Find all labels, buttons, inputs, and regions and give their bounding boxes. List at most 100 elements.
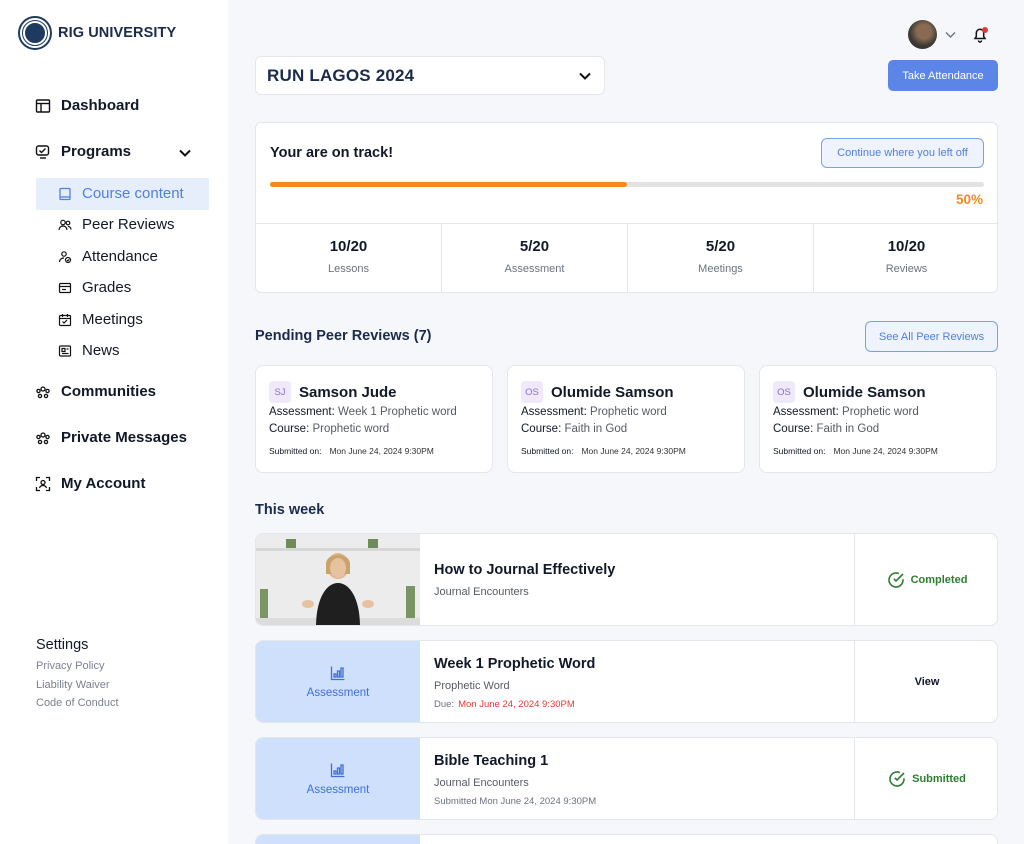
sidebar-item-programs[interactable]: Programs [35, 143, 131, 160]
messages-icon [36, 431, 50, 444]
review-card[interactable]: OS Olumide Samson Assessment: Prophetic … [759, 365, 997, 473]
progress-bar [270, 182, 984, 187]
video-thumbnail[interactable] [256, 534, 420, 625]
sidebar-item-attendance[interactable]: Attendance [58, 248, 158, 265]
initials-avatar: SJ [269, 381, 291, 403]
sidebar-item-label: Attendance [82, 248, 158, 265]
sidebar-item-my-account[interactable]: My Account [35, 475, 145, 492]
sidebar-item-peer-reviews[interactable]: Peer Reviews [58, 216, 175, 233]
university-logo [18, 16, 52, 50]
settings-title[interactable]: Settings [36, 637, 89, 653]
sidebar-item-news[interactable]: News [58, 342, 120, 359]
sidebar-item-label: Communities [61, 383, 157, 400]
stat-value: 5/20 [705, 238, 736, 255]
assessment-line: Assessment: Week 1 Prophetic word [269, 406, 457, 418]
stat-label: Reviews [885, 263, 928, 275]
stat-label: Lessons [328, 263, 369, 275]
status-badge: Completed [910, 573, 968, 586]
sidebar-item-label: Private Messages [61, 429, 187, 446]
initials-avatar: OS [773, 381, 795, 403]
sidebar-item-grades[interactable]: Grades [58, 279, 131, 296]
track-title: Your are on track! [270, 145, 394, 161]
chevron-down-icon[interactable] [944, 28, 957, 41]
week-item[interactable]: Assessment Week 1 Prophetic Word Prophet… [255, 640, 998, 723]
item-subtitle: Journal Encounters [434, 586, 529, 598]
course-line: Course: Prophetic word [269, 423, 390, 435]
sidebar-item-label: Grades [82, 279, 132, 296]
account-icon [35, 476, 51, 491]
assessment-icon [330, 666, 345, 680]
active-highlight [36, 178, 209, 210]
book-icon [59, 187, 71, 200]
view-button[interactable]: View [914, 675, 940, 688]
week-item[interactable]: Assessment Bible Teaching 1 Journal Enco… [255, 737, 998, 820]
brand[interactable]: RIG UNIVERSITY [18, 16, 176, 50]
program-select-value: RUN LAGOS 2024 [267, 65, 415, 85]
grades-icon [58, 282, 72, 293]
initials-avatar: OS [521, 381, 543, 403]
submitted-line: Submitted on: Mon June 24, 2024 9:30PM [773, 446, 938, 456]
week-item[interactable]: How to Journal Effectively Journal Encou… [255, 533, 998, 626]
sidebar-item-private-messages[interactable]: Private Messages [35, 429, 187, 446]
liability-waiver-link[interactable]: Liability Waiver [36, 679, 110, 691]
attendance-icon [58, 250, 72, 263]
assessment-tile: Assessment [256, 641, 420, 722]
news-icon [58, 344, 72, 357]
assessment-line: Assessment: Prophetic word [773, 406, 919, 418]
bell-icon[interactable] [972, 26, 988, 43]
sidebar: RIG UNIVERSITY Dashboard Programs Course… [0, 0, 228, 844]
assessment-label: Assessment [306, 783, 370, 796]
submitted-line: Submitted on: Mon June 24, 2024 9:30PM [269, 446, 434, 456]
programs-icon [35, 144, 50, 159]
reviewer-name: Samson Jude [299, 383, 397, 401]
item-subtitle: Journal Encounters [434, 777, 529, 789]
this-week-title: This week [255, 502, 325, 518]
pending-reviews-title: Pending Peer Reviews (7) [255, 328, 432, 344]
see-all-peer-reviews-button[interactable]: See All Peer Reviews [865, 321, 998, 352]
review-card[interactable]: SJ Samson Jude Assessment: Week 1 Prophe… [255, 365, 493, 473]
view-cell[interactable]: View [854, 641, 997, 722]
continue-button[interactable]: Continue where you left off [821, 138, 984, 168]
submitted-line: Submitted on: Mon June 24, 2024 9:30PM [521, 446, 686, 456]
sidebar-item-label: Peer Reviews [82, 216, 175, 233]
progress-fill [270, 182, 627, 187]
status-cell: Submitted [854, 738, 997, 819]
privacy-policy-link[interactable]: Privacy Policy [36, 660, 105, 672]
item-subtitle: Prophetic Word [434, 680, 510, 692]
stats-row: 10/20 Lessons 5/20 Assessment 5/20 Meeti… [256, 223, 997, 292]
notification-dot [982, 27, 988, 33]
dashboard-icon [35, 98, 51, 113]
assessment-line: Assessment: Prophetic word [521, 406, 667, 418]
submitted-date: Submitted Mon June 24, 2024 9:30PM [434, 796, 597, 807]
avatar[interactable] [908, 20, 937, 49]
users-icon [58, 219, 72, 230]
stat-label: Assessment [504, 263, 565, 275]
review-card[interactable]: OS Olumide Samson Assessment: Prophetic … [507, 365, 745, 473]
stat-value: 10/20 [329, 238, 368, 255]
take-attendance-button[interactable]: Take Attendance [888, 60, 998, 91]
stat-meetings: 5/20 Meetings [628, 224, 814, 292]
stat-label: Meetings [698, 263, 743, 275]
course-line: Course: Faith in God [773, 423, 880, 435]
stat-value: 5/20 [519, 238, 550, 255]
sidebar-item-meetings[interactable]: Meetings [58, 311, 143, 328]
week-item[interactable] [255, 834, 998, 844]
reviewer-name: Olumide Samson [551, 383, 674, 401]
stat-value: 10/20 [887, 238, 926, 255]
assessment-tile: Assessment [256, 738, 420, 819]
program-select[interactable]: RUN LAGOS 2024 [255, 56, 605, 95]
sidebar-item-dashboard[interactable]: Dashboard [35, 97, 139, 114]
brand-name: RIG UNIVERSITY [58, 25, 177, 41]
course-line: Course: Faith in God [521, 423, 628, 435]
sidebar-item-communities[interactable]: Communities [35, 383, 156, 400]
code-of-conduct-link[interactable]: Code of Conduct [36, 697, 119, 709]
calendar-icon [58, 313, 72, 326]
chevron-down-icon[interactable] [178, 146, 192, 160]
reviewer-name: Olumide Samson [803, 383, 926, 401]
assessment-label: Assessment [306, 686, 370, 699]
item-title: Week 1 Prophetic Word [434, 656, 596, 672]
status-badge: Submitted [912, 772, 966, 785]
due-date: Due: Mon June 24, 2024 9:30PM [434, 699, 575, 710]
progress-percent: 50% [955, 192, 983, 207]
sidebar-item-course-content[interactable]: Course content [58, 185, 184, 202]
